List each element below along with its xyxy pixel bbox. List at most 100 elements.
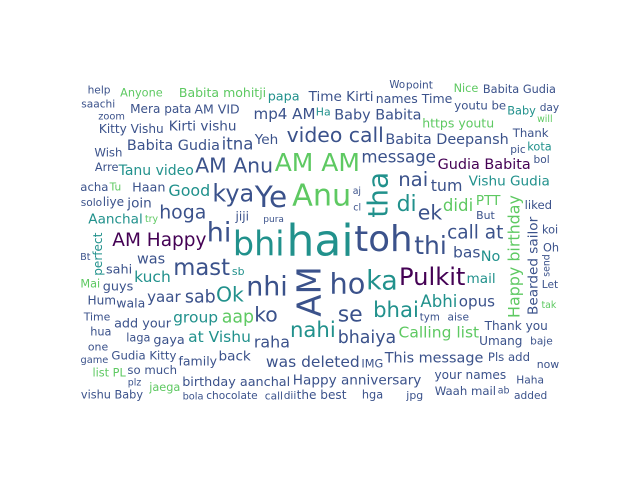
word-opus: opus (459, 292, 495, 310)
word-babita-deepansh: Babita Deepansh (385, 132, 508, 148)
word-hai: hai (287, 215, 354, 266)
word-aise: aise (448, 312, 469, 324)
word-jiji: jiji (235, 210, 249, 224)
word-vishu-gudia: Vishu Gudia (469, 174, 550, 190)
word-back: back (219, 348, 251, 364)
word-di: di (397, 192, 417, 217)
word-mast: mast (173, 255, 230, 281)
word-nai: nai (398, 168, 428, 191)
word-added: added (514, 390, 547, 402)
word-kirti-vishu: Kirti vishu (169, 119, 237, 135)
word-guys: guys (103, 279, 134, 294)
word-tha: tha (362, 172, 395, 218)
word-hga: hga (362, 388, 383, 401)
word-liked: liked (525, 198, 552, 212)
word-ha: Ha (316, 106, 331, 119)
word-birthday-aanchal: birthday aanchal (182, 375, 290, 390)
word-will: will (537, 114, 552, 125)
word-thi: thi (414, 231, 447, 260)
word-gudia-babita: Gudia Babita (438, 157, 531, 173)
word-kuch: kuch (134, 268, 171, 286)
word-gaya: gaya (153, 333, 184, 348)
word-dii: dii (284, 390, 297, 402)
word-the-best: the best (297, 388, 347, 402)
word-now: now (537, 358, 560, 371)
word-bas: bas (453, 244, 480, 262)
word-was: was (137, 252, 165, 268)
word-kya: kya (212, 180, 254, 208)
word-sahi: sahi (106, 262, 132, 277)
word-call-at: call at (447, 223, 503, 244)
word-point: point (406, 80, 433, 92)
word-am-anu: AM Anu (195, 154, 273, 178)
word-your-names: your names (435, 368, 507, 382)
word-time-kirti: Time Kirti (308, 89, 374, 105)
word-papa: papa (268, 89, 300, 104)
word-youtu-be: youtu be (454, 98, 506, 112)
word-vishu-baby: vishu Baby (81, 388, 143, 401)
word-pulkit: Pulkit (399, 263, 465, 291)
word-nahi: nahi (290, 317, 336, 342)
word-raha: raha (254, 333, 290, 352)
word-img: IMG (361, 357, 383, 370)
word-didi: didi (443, 196, 473, 215)
word-group: group (173, 308, 218, 326)
word-add-your: add your (114, 316, 172, 331)
word-anu: Anu (292, 179, 351, 214)
word-list-pl: list PL (93, 367, 127, 380)
word-zoom: zoom (98, 112, 125, 123)
word-mp4-am: mp4 AM (254, 105, 316, 123)
word-no: No (481, 249, 501, 265)
word-thank: Thank (512, 126, 549, 140)
word-names-time: names Time (376, 91, 453, 106)
word-pura: pura (263, 215, 284, 225)
word-bt: Bt (80, 252, 90, 263)
word-ho: ho (330, 267, 366, 301)
word-pls-add: Pls add (488, 350, 530, 364)
word-wala: wala (116, 295, 145, 310)
word-hi: hi (207, 218, 232, 249)
word-aanchal: Aanchal (88, 212, 142, 228)
word-but: But (476, 209, 495, 222)
word-sab: sab (185, 288, 216, 308)
word-pic: pic (510, 144, 526, 156)
word-jaega: jaega (148, 381, 180, 394)
word-liye: liye (103, 195, 124, 209)
word-day: day (540, 102, 560, 114)
word-laga: laga (126, 331, 150, 344)
word-baby: Baby (507, 105, 536, 118)
word-solo: solo (81, 197, 102, 209)
word-itna: itna (222, 135, 254, 154)
word-se: se (338, 303, 363, 328)
word-ok: Ok (216, 282, 244, 306)
word-call: call (265, 390, 283, 402)
word-one: one (88, 341, 109, 354)
word-tu: Tu (109, 181, 122, 193)
word-help: help (88, 85, 111, 97)
word-time: Time (83, 310, 111, 323)
word-plz: plz (128, 378, 142, 389)
word-good: Good (168, 181, 210, 200)
word-gudia-kitty: Gudia Kitty (111, 349, 176, 363)
word-kitty-vishu: Kitty Vishu (99, 122, 164, 136)
word-family: family (179, 353, 218, 368)
word-bola: bola (183, 391, 204, 402)
word-hua: hua (90, 325, 111, 338)
word-bhai: bhai (373, 297, 419, 322)
word-so-much: so much (127, 363, 177, 377)
word-mail: mail (467, 271, 496, 287)
word-mera-pata: Mera pata (130, 102, 191, 116)
word-babita-mohitji: Babita mohitji (179, 85, 266, 100)
word-happy-birthday: Happy birthday (504, 195, 523, 318)
word-babita-gudia: Babita Gudia (127, 138, 220, 154)
word-am-am: AM AM (275, 148, 360, 177)
word-toh: toh (354, 219, 412, 260)
word-bol: bol (534, 154, 550, 166)
word-hum: Hum (88, 294, 117, 308)
word-let: Let (542, 279, 558, 291)
word-ka: ka (366, 265, 398, 296)
word-at-vishu: at Vishu (188, 328, 251, 346)
word-saachi: saachi (81, 99, 115, 111)
